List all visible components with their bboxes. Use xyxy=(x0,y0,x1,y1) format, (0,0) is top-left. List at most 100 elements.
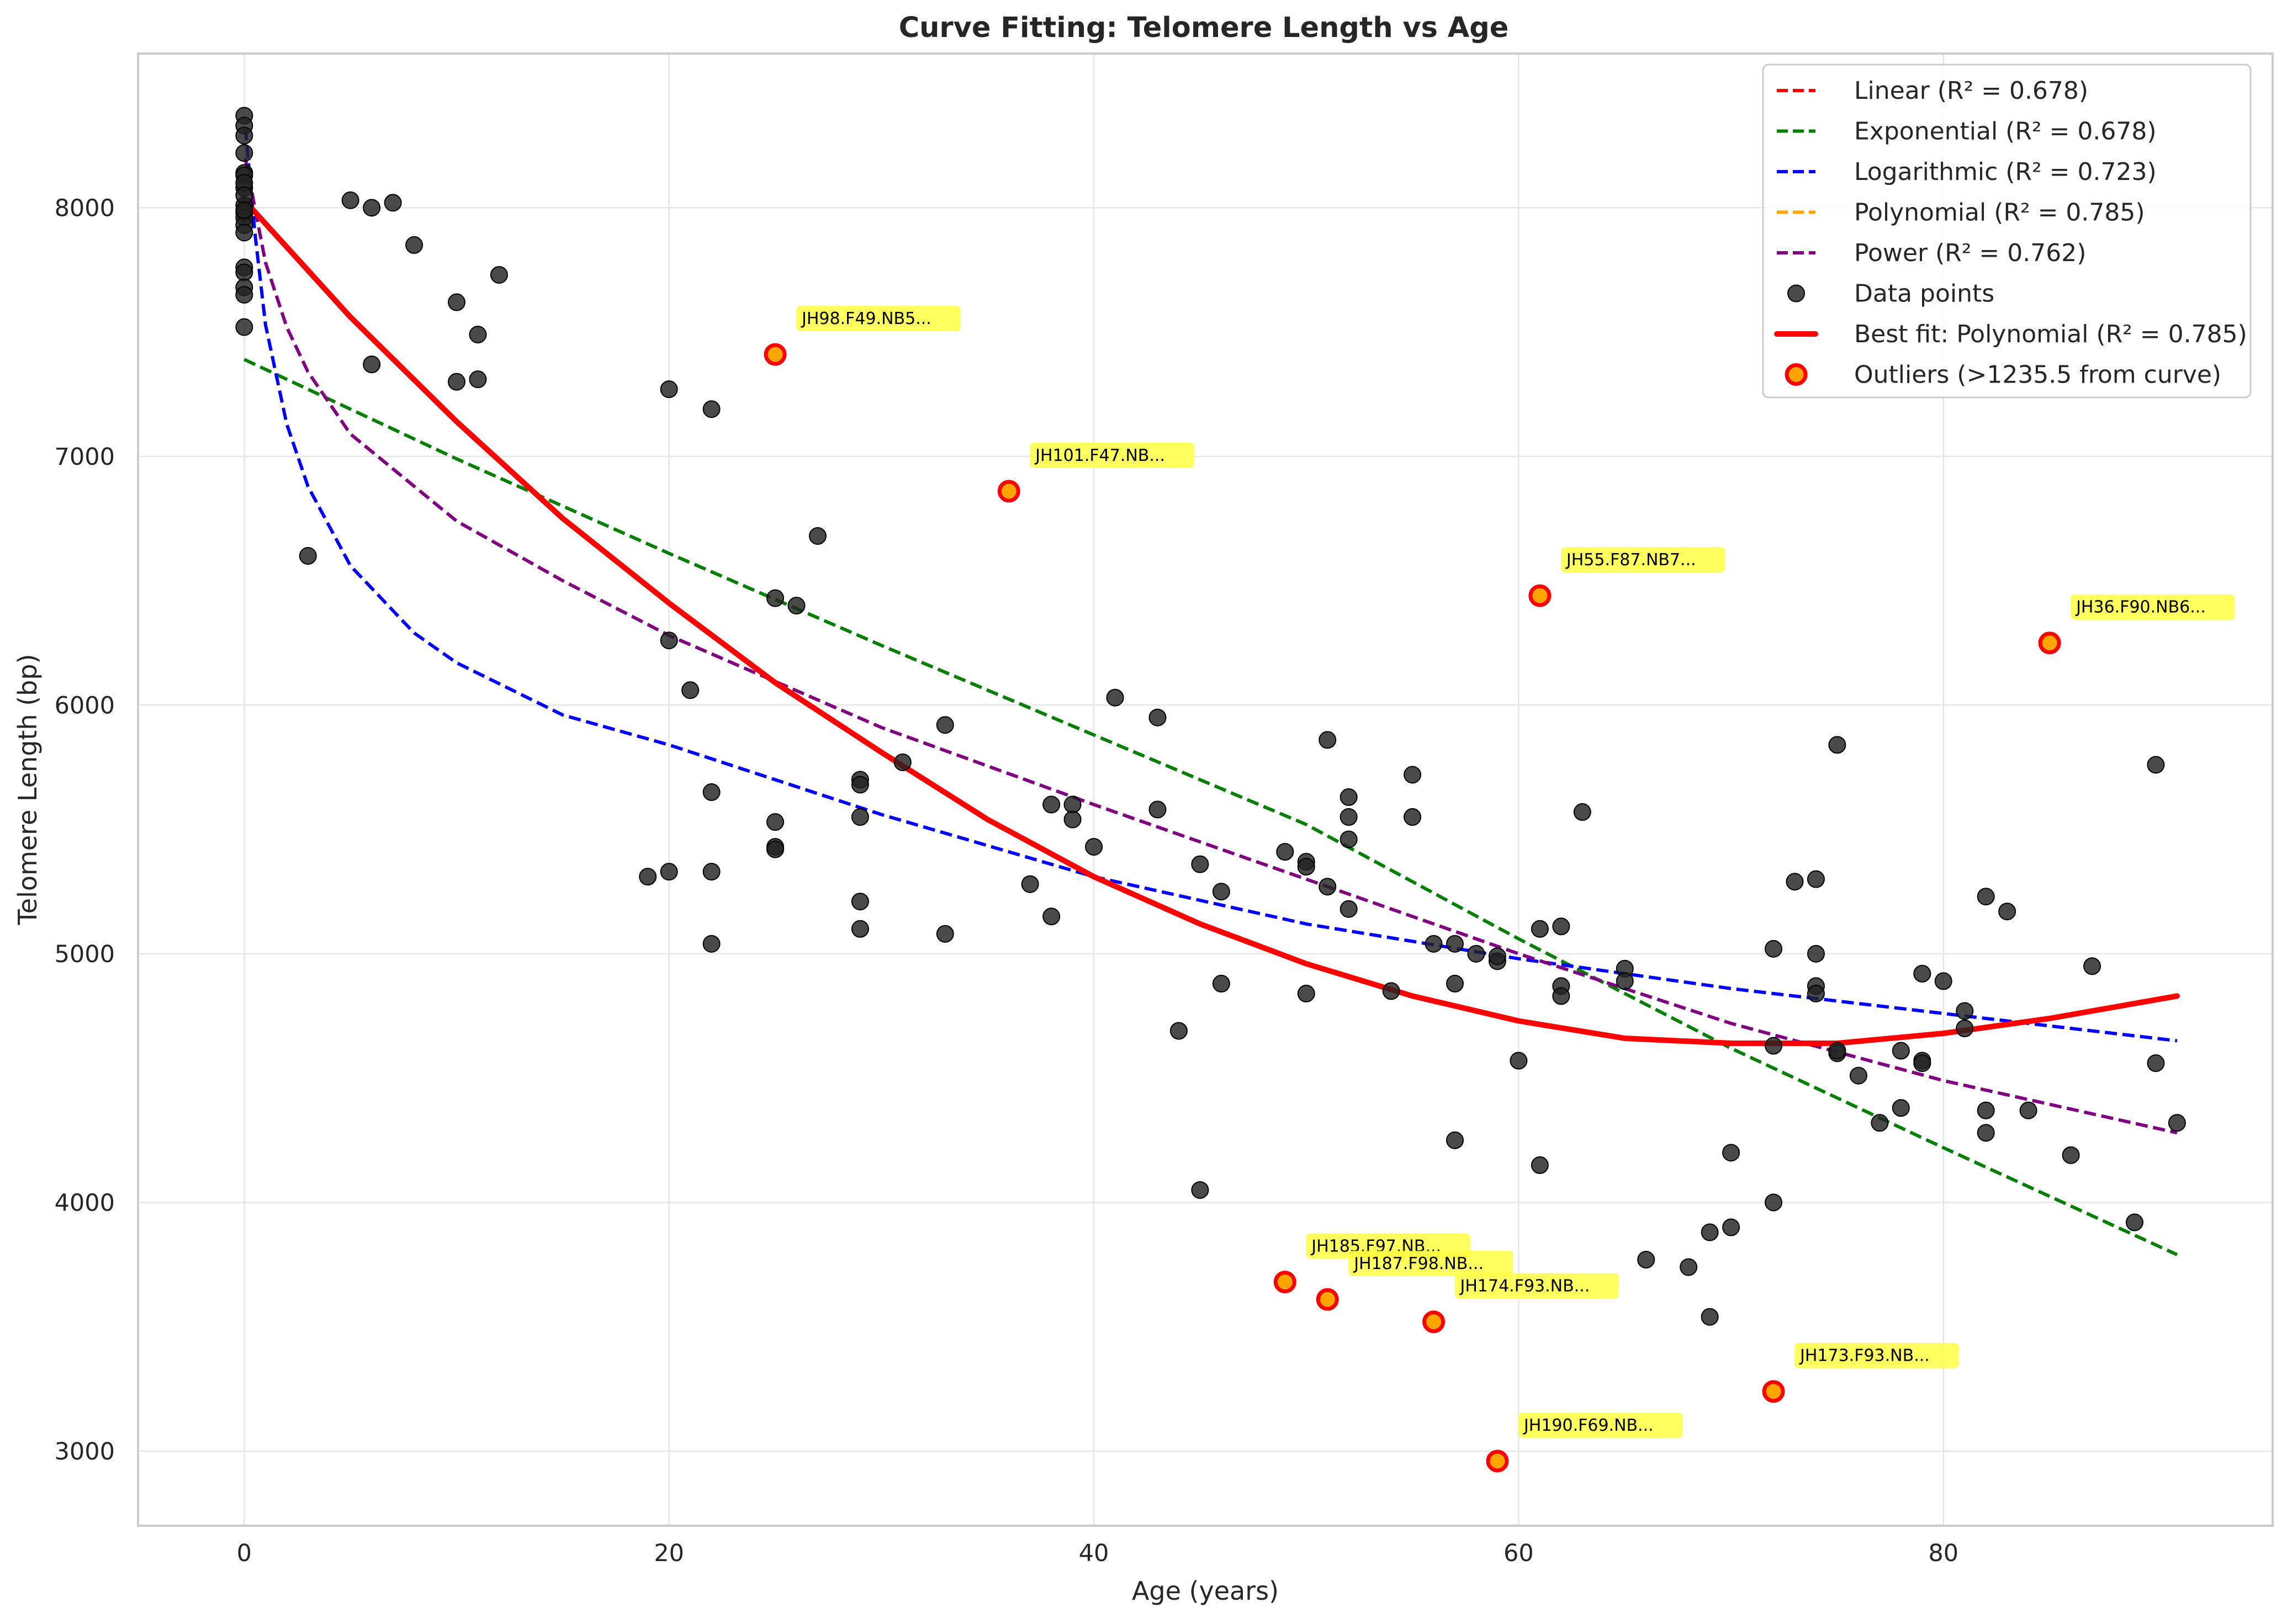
data-point xyxy=(1722,1218,1740,1236)
data-point xyxy=(1701,1308,1719,1326)
annotation-box xyxy=(1794,1342,1959,1368)
annotation-box xyxy=(1560,547,1725,573)
legend-box xyxy=(1762,63,2252,399)
data-point xyxy=(1680,1258,1698,1276)
data-point xyxy=(1297,984,1315,1002)
annotation-box xyxy=(1518,1412,1683,1438)
annotation-label: JH36.F90.NB6... xyxy=(2075,598,2206,617)
legend-swatch-outlier xyxy=(1785,363,1808,386)
legend-swatch-marker xyxy=(1787,284,1805,302)
data-point xyxy=(660,863,678,881)
data-point xyxy=(1765,1193,1783,1212)
data-point xyxy=(1063,795,1082,814)
data-point xyxy=(1637,1250,1655,1269)
data-point xyxy=(2062,1146,2080,1164)
data-point xyxy=(1169,1022,1188,1040)
y-tick-label: 7000 xyxy=(55,443,115,471)
annotation-label: JH187.F98.NB... xyxy=(1353,1254,1484,1273)
data-point xyxy=(1701,1223,1719,1241)
legend-items: Linear (R² = 0.678) Exponential (R² = 0.6… xyxy=(1774,77,2247,389)
data-point xyxy=(1276,843,1294,861)
data-point xyxy=(490,266,508,284)
data-point xyxy=(1063,810,1082,829)
logarithmic-fit-curve xyxy=(243,128,2178,1043)
y-tick-label: 8000 xyxy=(55,194,115,222)
outlier-marker xyxy=(764,343,787,366)
data-point xyxy=(299,547,317,565)
annotation-label: JH174.F93.NB... xyxy=(1459,1277,1590,1296)
data-point xyxy=(1977,888,1995,906)
data-point xyxy=(1765,940,1783,958)
data-point xyxy=(2147,756,2165,774)
data-point xyxy=(235,318,253,336)
annotation-label: JH55.F87.NB7... xyxy=(1565,550,1696,570)
data-point xyxy=(766,589,785,607)
data-point xyxy=(1021,875,1039,893)
data-point xyxy=(681,681,700,699)
outlier-annotations: JH98.F49.NB5... JH101.F47.NB... JH55.F87.N… xyxy=(796,306,2235,1438)
outlier-marker xyxy=(1486,1450,1509,1473)
data-point xyxy=(1106,688,1124,707)
chart-title: Curve Fitting: Telomere Length vs Age xyxy=(899,12,1509,44)
data-point xyxy=(1148,800,1167,819)
data-point xyxy=(1446,935,1464,953)
data-point xyxy=(1892,1042,1910,1060)
data-point xyxy=(639,868,657,886)
data-point xyxy=(384,194,402,212)
data-point xyxy=(1616,972,1634,990)
data-point xyxy=(851,776,869,794)
y-tick-label: 5000 xyxy=(55,941,115,968)
outlier-marker xyxy=(1762,1380,1785,1403)
outlier-markers xyxy=(764,343,2061,1473)
x-axis-ticks: 0 20 40 60 80 xyxy=(237,1540,1958,1567)
data-point xyxy=(235,126,253,145)
x-tick-label: 0 xyxy=(237,1540,252,1567)
data-point xyxy=(363,199,381,217)
legend-label: Data points xyxy=(1854,280,1994,308)
data-point xyxy=(1404,808,1422,826)
data-point xyxy=(1722,1144,1740,1162)
annotation-box xyxy=(1030,442,1194,468)
data-point xyxy=(787,597,806,615)
data-point xyxy=(235,263,253,282)
data-point xyxy=(1849,1066,1867,1085)
data-point xyxy=(1892,1099,1910,1117)
data-point xyxy=(1085,838,1103,856)
data-point xyxy=(2147,1054,2165,1073)
data-point xyxy=(1319,731,1337,749)
outlier-marker xyxy=(2038,631,2061,655)
data-point xyxy=(1828,1042,1846,1060)
data-point xyxy=(1977,1124,1995,1142)
data-point xyxy=(448,373,466,391)
data-point xyxy=(1807,944,1825,963)
data-point xyxy=(702,783,721,802)
data-point xyxy=(235,144,253,162)
data-point xyxy=(1807,870,1825,888)
data-point xyxy=(851,893,869,911)
data-point xyxy=(1340,900,1358,918)
outlier-marker xyxy=(1316,1288,1339,1311)
data-point xyxy=(702,863,721,881)
data-point xyxy=(235,285,253,304)
annotation-box xyxy=(796,306,961,332)
data-point xyxy=(1319,878,1337,896)
data-point xyxy=(1382,982,1400,1000)
data-point xyxy=(660,380,678,399)
legend-label: Polynomial (R² = 0.785) xyxy=(1854,199,2145,227)
data-point xyxy=(1488,947,1506,965)
legend-label: Power (R² = 0.762) xyxy=(1854,239,2086,267)
legend-label: Best fit: Polynomial (R² = 0.785) xyxy=(1854,320,2247,348)
y-axis-ticks: 3000 4000 5000 6000 7000 8000 xyxy=(55,194,115,1466)
y-tick-label: 3000 xyxy=(55,1438,115,1466)
data-point xyxy=(936,925,954,943)
data-point xyxy=(936,716,954,734)
data-points xyxy=(235,107,2186,1326)
data-point xyxy=(851,920,869,938)
data-point xyxy=(1340,830,1358,848)
outlier-marker xyxy=(1422,1310,1446,1334)
data-point xyxy=(702,935,721,953)
annotation-box xyxy=(2071,594,2235,620)
data-point xyxy=(808,527,827,545)
y-tick-label: 4000 xyxy=(55,1189,115,1217)
outlier-marker xyxy=(997,480,1020,503)
